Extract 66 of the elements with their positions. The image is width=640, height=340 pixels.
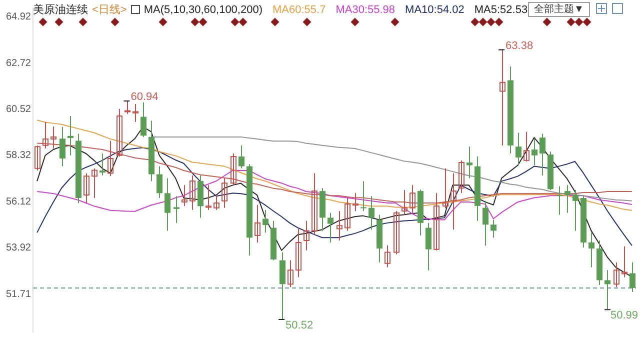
candlestick (124, 100, 130, 114)
candlestick (254, 204, 260, 243)
candlestick (500, 48, 506, 146)
candlestick (92, 168, 98, 198)
candlestick (262, 209, 268, 234)
candlestick (336, 210, 342, 242)
candlestick (100, 153, 106, 176)
candlestick (540, 133, 546, 176)
candlestick (394, 210, 400, 255)
candlestick (556, 186, 562, 216)
text: MA5:52.53 (474, 4, 528, 16)
annotation: MA(5,10,30,60,100,200) (144, 4, 262, 16)
candlestick (156, 166, 162, 198)
candlestick (532, 138, 538, 166)
candlestick (140, 102, 146, 138)
candlestick (182, 184, 188, 207)
text: MA60:55.7 (272, 4, 326, 16)
annotation: 50.52 (286, 320, 314, 332)
candlestick (164, 178, 170, 232)
annotation: 50.99 (610, 310, 638, 322)
candlestick (328, 212, 334, 243)
candlestick (458, 160, 464, 194)
annotation: 全部主题▼ (528, 2, 590, 17)
candlestick (132, 104, 138, 122)
y-tick-label: 60.52 (6, 104, 32, 116)
y-tick-label: 62.72 (6, 58, 32, 69)
candlestick (524, 131, 530, 162)
candlestick (68, 115, 74, 156)
candlestick (84, 172, 90, 204)
y-tick-label: 53.92 (6, 242, 32, 254)
candlestick (622, 246, 628, 278)
text: MA30:55.98 (336, 4, 396, 16)
candlestick (206, 184, 212, 210)
candlestick (368, 196, 374, 230)
candlestick (280, 252, 286, 320)
candlestick (190, 174, 196, 210)
candlestick (174, 196, 180, 224)
candlestick (482, 200, 488, 246)
text: MA10:54.02 (405, 4, 464, 16)
candlestick (490, 219, 496, 238)
candlestick (60, 126, 66, 167)
candlestick (588, 232, 594, 268)
candlestick (360, 180, 366, 212)
candlestick (304, 220, 310, 251)
chart-title: 美原油连续 (33, 2, 88, 17)
chart-subtitle: <日线> (92, 3, 127, 17)
candlestick (230, 153, 236, 186)
candlestick (466, 146, 472, 179)
candlestick (238, 145, 244, 169)
candlestick (572, 190, 578, 232)
candlestick (614, 262, 620, 288)
y-tick-label: 51.71 (6, 288, 32, 300)
candlestick (630, 262, 636, 292)
y-tick-label: 56.12 (6, 196, 32, 208)
candlestick (426, 222, 432, 271)
y-tick-label: 64.92 (6, 12, 32, 23)
candlestick (604, 270, 610, 310)
y-tick-label: 58.32 (6, 150, 32, 162)
candlestick (564, 184, 570, 214)
annotation: 63.38 (506, 40, 534, 52)
annotation: 60.94 (130, 90, 158, 103)
candlestick (214, 194, 220, 210)
candlestick (288, 260, 294, 288)
candlestick (296, 227, 302, 278)
candlestick (384, 244, 390, 268)
candlestick (516, 132, 522, 166)
